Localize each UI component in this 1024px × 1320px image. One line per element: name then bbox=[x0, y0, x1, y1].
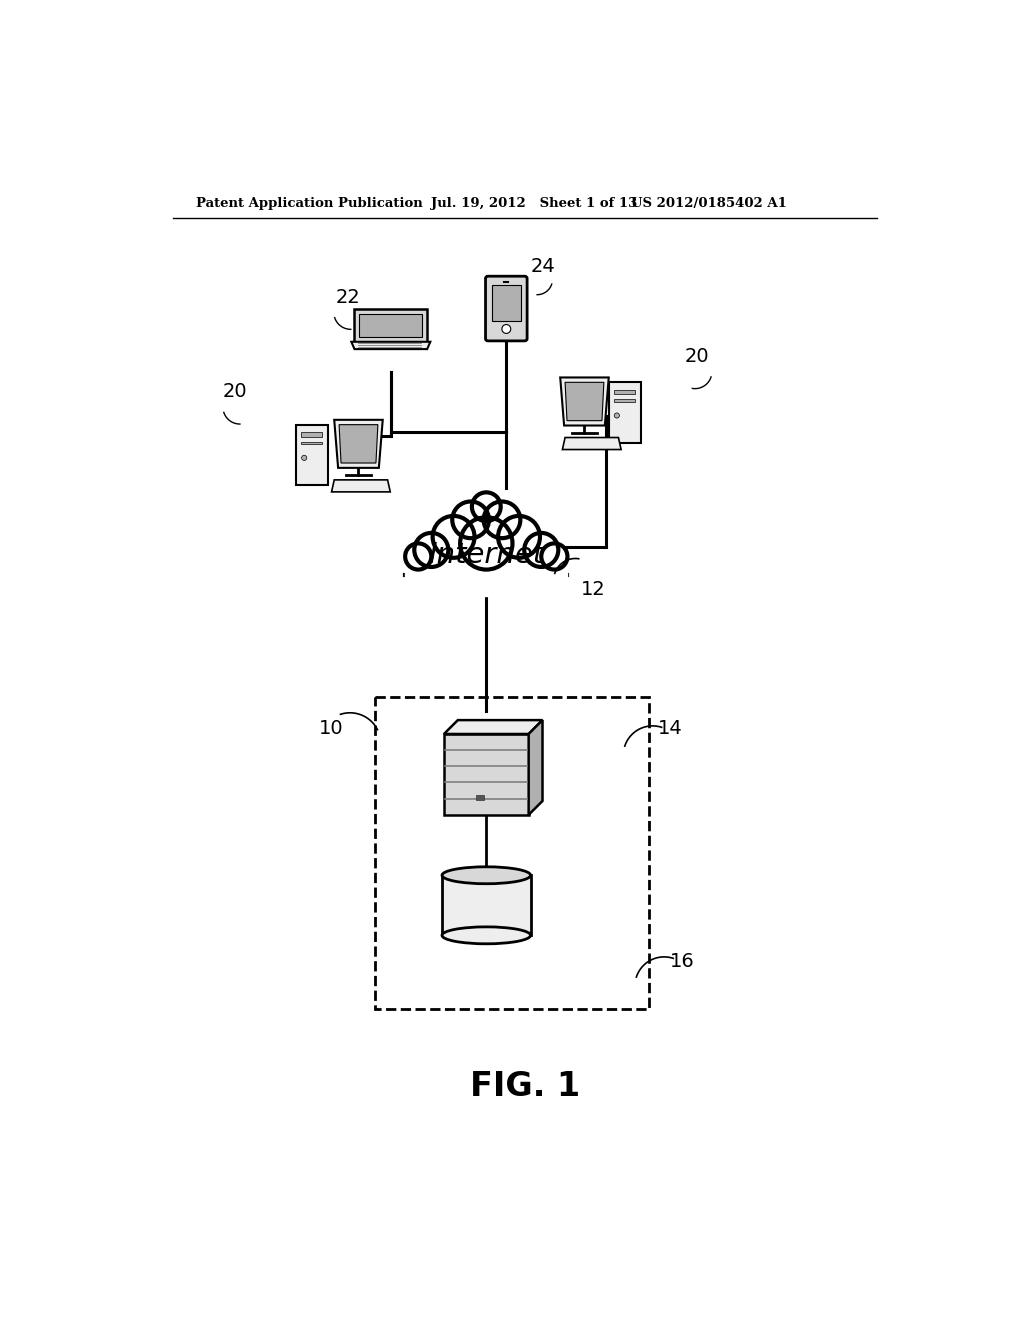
Text: Patent Application Publication: Patent Application Publication bbox=[196, 197, 423, 210]
Polygon shape bbox=[560, 378, 608, 425]
Circle shape bbox=[406, 544, 431, 570]
Polygon shape bbox=[354, 309, 427, 342]
Bar bbox=[301, 432, 322, 437]
Bar bbox=[613, 389, 635, 395]
Polygon shape bbox=[565, 383, 604, 421]
Circle shape bbox=[415, 533, 449, 568]
Polygon shape bbox=[351, 342, 430, 348]
Bar bbox=[476, 796, 483, 800]
Circle shape bbox=[614, 413, 620, 418]
Text: 22: 22 bbox=[336, 288, 360, 308]
Polygon shape bbox=[444, 734, 528, 814]
Text: 16: 16 bbox=[671, 952, 695, 972]
Polygon shape bbox=[528, 721, 543, 814]
Text: FIG. 1: FIG. 1 bbox=[470, 1069, 580, 1102]
Bar bbox=[492, 285, 521, 321]
Text: Jul. 19, 2012   Sheet 1 of 13: Jul. 19, 2012 Sheet 1 of 13 bbox=[431, 197, 637, 210]
Circle shape bbox=[524, 533, 558, 568]
Circle shape bbox=[302, 455, 307, 461]
Polygon shape bbox=[608, 383, 641, 442]
Text: 10: 10 bbox=[319, 719, 344, 738]
Circle shape bbox=[502, 325, 511, 334]
Ellipse shape bbox=[442, 927, 530, 944]
Circle shape bbox=[542, 544, 567, 570]
Polygon shape bbox=[359, 314, 422, 337]
Text: Internet: Internet bbox=[428, 541, 545, 569]
Polygon shape bbox=[562, 437, 622, 450]
Circle shape bbox=[472, 492, 501, 521]
Text: 20: 20 bbox=[223, 381, 248, 401]
Polygon shape bbox=[296, 425, 329, 484]
Text: 20: 20 bbox=[685, 347, 710, 367]
Polygon shape bbox=[332, 480, 390, 492]
Text: 14: 14 bbox=[658, 719, 683, 738]
Polygon shape bbox=[442, 875, 530, 936]
Ellipse shape bbox=[442, 867, 530, 884]
Circle shape bbox=[460, 517, 512, 570]
Circle shape bbox=[432, 516, 474, 558]
Text: US 2012/0185402 A1: US 2012/0185402 A1 bbox=[631, 197, 786, 210]
Bar bbox=[613, 399, 635, 401]
Bar bbox=[301, 442, 322, 444]
Text: 24: 24 bbox=[531, 256, 556, 276]
Circle shape bbox=[498, 516, 540, 558]
Polygon shape bbox=[334, 420, 383, 467]
Circle shape bbox=[483, 502, 520, 539]
Text: 12: 12 bbox=[581, 579, 605, 599]
Polygon shape bbox=[339, 425, 378, 463]
Circle shape bbox=[453, 502, 488, 539]
FancyBboxPatch shape bbox=[485, 276, 527, 341]
Polygon shape bbox=[444, 721, 543, 734]
